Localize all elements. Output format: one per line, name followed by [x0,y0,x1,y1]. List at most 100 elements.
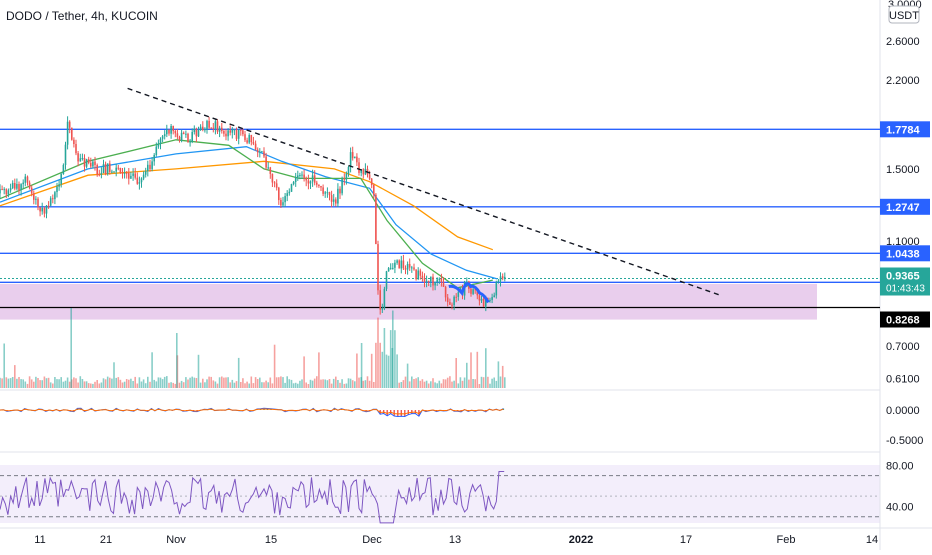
volume-bar [225,377,227,388]
candle-body [180,132,183,141]
candle-body [151,161,153,170]
candle-body [286,193,288,197]
volume-bar [299,380,301,388]
pattern-curve[interactable] [448,282,490,304]
volume-bar [98,383,101,388]
volume-bar [41,380,43,388]
volume-bar [368,380,371,388]
volume-bar [151,352,153,388]
price-badge-box [880,121,930,138]
volume-bar [94,381,96,388]
candle-body [472,289,474,294]
candle-body [455,296,457,298]
volume-bar [246,381,248,388]
volume-bar [442,379,445,388]
candle-body [328,192,331,196]
candle-body [297,175,299,178]
volume-bar [128,379,130,388]
volume-bar [387,355,390,388]
volume-bar [324,379,326,388]
candle-body [81,158,84,159]
candle-body [430,276,432,282]
volume-bar [144,383,147,388]
price-badge-label: 0.8268 [886,315,920,327]
candle-body [434,281,436,286]
moving-average-line [0,146,498,280]
candle-body [389,267,392,269]
volume-bar [130,378,132,388]
currency-badge[interactable]: USDT [888,5,920,24]
volume-bar [240,382,242,388]
volume-bar [482,377,485,388]
candle-body [284,196,286,203]
candle-body [187,133,189,143]
volume-bar [377,317,379,388]
support-zone[interactable] [0,283,817,320]
candle-body [109,163,111,172]
volume-bar [284,382,286,388]
volume-bar [398,382,400,388]
volume-bar [278,377,280,388]
currency-badge-box [888,5,920,24]
volume-bar [444,379,447,388]
volume-bar [345,383,348,388]
candle-body [489,299,491,301]
candle-body [499,276,502,281]
candle-body [305,177,307,181]
candle-body [178,137,181,141]
candle-body [309,181,312,184]
candle-body [64,144,67,165]
horizontal-levels[interactable] [0,128,880,309]
candle-body [326,192,329,194]
candle-body [438,278,441,280]
volume-bar [218,377,221,388]
candle-body [0,189,1,194]
volume-bar [210,376,212,388]
volume-bar [478,384,481,388]
price-tick-label: 0.7000 [886,341,920,353]
macd-tick-label: -0.5000 [886,435,923,447]
time-label: 2022 [569,534,593,546]
volume-bar [132,381,134,388]
volume-bar [400,382,403,388]
price-axis: 2.60002.20001.50001.10000.70000.61003.00… [886,0,923,513]
resistance-trendline[interactable] [127,87,722,297]
volume-bar [106,376,109,388]
candle-body [470,288,472,294]
macd-histogram-bar [404,410,406,417]
candle-body [149,164,151,170]
volume-bar [170,382,172,388]
candle-body [339,188,341,194]
volume-bar [68,381,71,388]
volume-bar [307,384,310,388]
volume-bar [242,378,244,388]
volume-bar [182,382,185,388]
volume-bar [237,357,240,388]
volume-bar [339,382,341,388]
candle-body [231,129,234,133]
volume-bar [216,383,219,388]
candle-body [212,127,215,129]
volume-bar [332,378,335,388]
volume-bar [316,376,318,388]
price-tick-label: 1.5000 [886,164,920,176]
volume-bar [172,382,174,388]
candle-body [136,177,139,184]
candle-body [444,286,447,298]
candle-body [379,290,381,310]
candle-body [449,302,451,305]
candle-body [79,158,82,162]
volume-bar [413,379,415,388]
volume-bar [313,378,316,388]
candle-body [250,135,253,143]
volume-bar [134,376,136,388]
volume-bar [52,383,54,388]
candle-body [83,158,86,167]
volume-bar [493,377,495,388]
volume-bar [463,377,466,388]
candle-body [246,140,248,143]
volume-bar [3,343,5,388]
candle-body [491,297,493,300]
